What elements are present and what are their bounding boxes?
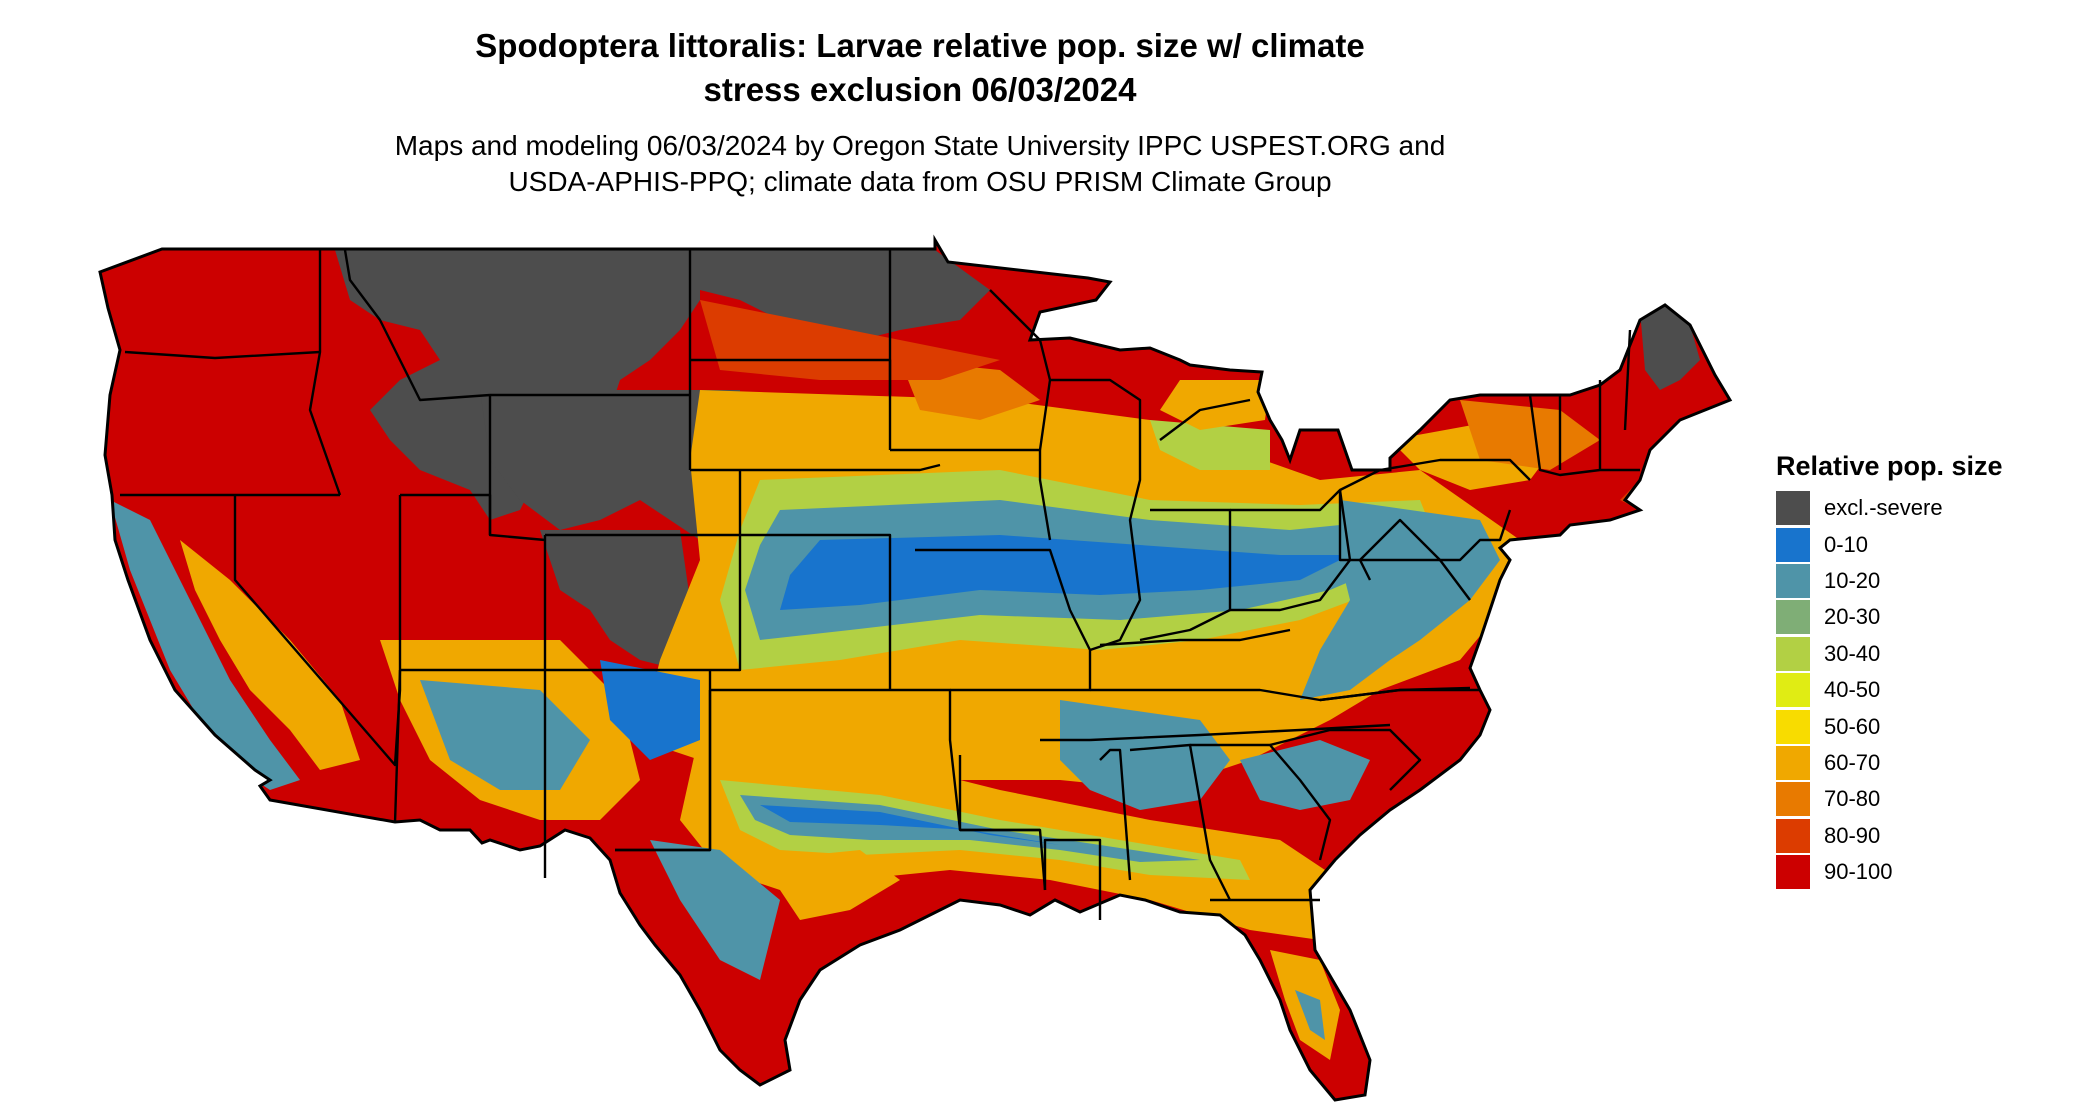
- legend-swatch: [1776, 600, 1810, 635]
- legend-swatch: [1776, 563, 1810, 598]
- map-subtitle: Maps and modeling 06/03/2024 by Oregon S…: [0, 128, 1840, 200]
- legend-item: 70-80: [1776, 781, 2003, 817]
- legend-label: 80-90: [1824, 822, 1881, 848]
- legend-label: 10-20: [1824, 567, 1881, 593]
- legend-swatch: [1776, 818, 1810, 853]
- legend: Relative pop. size excl.-severe 0-10 10-20…: [1776, 448, 2003, 890]
- legend-item: 90-100: [1776, 854, 2003, 890]
- legend-swatch: [1776, 636, 1810, 671]
- legend-item: 0-10: [1776, 526, 2003, 562]
- legend-label: 70-80: [1824, 786, 1881, 812]
- legend-title: Relative pop. size: [1776, 451, 2003, 481]
- legend-item: 10-20: [1776, 563, 2003, 599]
- state-boundaries: [120, 249, 1640, 920]
- legend-swatch: [1776, 745, 1810, 780]
- legend-swatch: [1776, 709, 1810, 744]
- legend-label: 20-30: [1824, 604, 1881, 630]
- legend-label: 60-70: [1824, 749, 1881, 775]
- subtitle-line-2: USDA-APHIS-PPQ; climate data from OSU PR…: [508, 166, 1332, 197]
- legend-item: 20-30: [1776, 599, 2003, 635]
- legend-item: 80-90: [1776, 818, 2003, 854]
- legend-item: 40-50: [1776, 672, 2003, 708]
- legend-label: 40-50: [1824, 677, 1881, 703]
- subtitle-line-1: Maps and modeling 06/03/2024 by Oregon S…: [394, 130, 1446, 161]
- map-fill-layer: [100, 240, 1730, 1100]
- legend-label: 30-40: [1824, 640, 1881, 666]
- legend-items: excl.-severe 0-10 10-20 20-30 30-40 40-50 50-6…: [1776, 490, 2003, 890]
- legend-swatch: [1776, 855, 1810, 890]
- title-line-1: Spodoptera littoralis: Larvae relative p…: [475, 27, 1365, 64]
- legend-label: 50-60: [1824, 713, 1881, 739]
- map-title: Spodoptera littoralis: Larvae relative p…: [0, 24, 1840, 112]
- us-choropleth-map: [98, 238, 1732, 1102]
- legend-swatch: [1776, 782, 1810, 817]
- legend-label: 0-10: [1824, 531, 1869, 557]
- legend-item: 50-60: [1776, 708, 2003, 744]
- title-line-2: stress exclusion 06/03/2024: [703, 71, 1137, 108]
- legend-item: excl.-severe: [1776, 490, 2003, 526]
- legend-swatch: [1776, 491, 1810, 526]
- legend-swatch: [1776, 673, 1810, 708]
- legend-item: 30-40: [1776, 636, 2003, 672]
- legend-label: excl.-severe: [1824, 495, 1943, 521]
- legend-swatch: [1776, 527, 1810, 562]
- legend-item: 60-70: [1776, 745, 2003, 781]
- legend-label: 90-100: [1824, 859, 1893, 885]
